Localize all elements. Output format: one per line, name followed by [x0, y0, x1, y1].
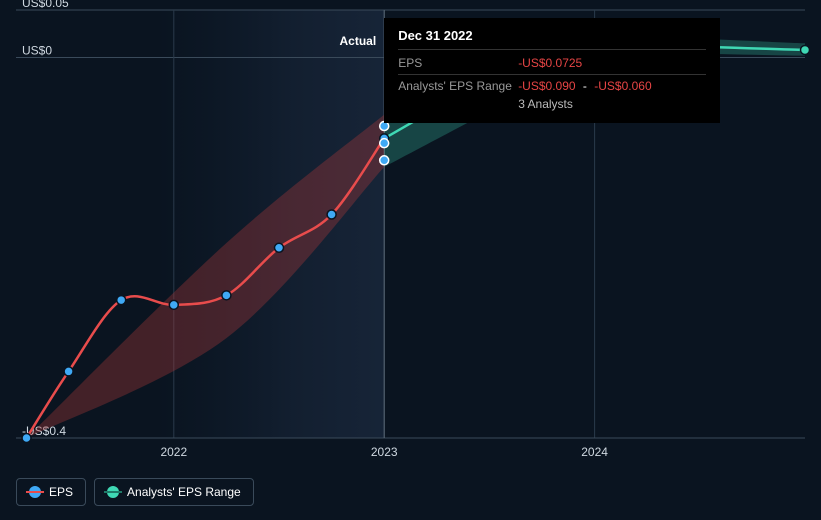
- range-swatch-icon: [107, 486, 119, 498]
- tooltip-range-sep: -: [583, 79, 587, 93]
- x-axis-tick-label: 2023: [371, 445, 398, 459]
- hover-marker: [380, 139, 389, 148]
- x-axis-tick-label: 2022: [160, 445, 187, 459]
- tooltip-range-lo: -US$0.090: [518, 79, 575, 93]
- tooltip-analyst-count: 3 Analysts: [518, 93, 706, 111]
- eps-actual-marker[interactable]: [117, 296, 126, 305]
- legend: EPS Analysts' EPS Range: [16, 478, 254, 506]
- actual-section-label: Actual: [340, 34, 377, 48]
- legend-item-eps[interactable]: EPS: [16, 478, 86, 506]
- legend-item-range[interactable]: Analysts' EPS Range: [94, 478, 254, 506]
- tooltip-eps-label: EPS: [398, 56, 518, 70]
- tooltip-range-hi: -US$0.060: [594, 79, 651, 93]
- eps-forecast-marker[interactable]: [801, 45, 810, 54]
- eps-actual-marker[interactable]: [327, 210, 336, 219]
- y-axis-tick-label: US$0.05: [22, 0, 69, 10]
- tooltip-range-label: Analysts' EPS Range: [398, 79, 518, 93]
- hover-marker: [380, 156, 389, 165]
- tooltip-eps-value: -US$0.0725: [518, 56, 582, 70]
- eps-actual-marker[interactable]: [222, 291, 231, 300]
- legend-eps-label: EPS: [49, 485, 73, 499]
- tooltip-date: Dec 31 2022: [398, 28, 706, 50]
- y-axis-tick-label: US$0: [22, 44, 52, 58]
- x-axis-tick-label: 2024: [581, 445, 608, 459]
- eps-actual-marker[interactable]: [22, 434, 31, 443]
- eps-chart: US$0.05US$0-US$0.4202220232024ActualAnal…: [0, 0, 821, 520]
- eps-actual-marker[interactable]: [64, 367, 73, 376]
- chart-tooltip: Dec 31 2022 EPS -US$0.0725 Analysts' EPS…: [384, 18, 720, 123]
- eps-actual-marker[interactable]: [169, 300, 178, 309]
- legend-range-label: Analysts' EPS Range: [127, 485, 241, 499]
- eps-swatch-icon: [29, 486, 41, 498]
- eps-actual-marker[interactable]: [275, 243, 284, 252]
